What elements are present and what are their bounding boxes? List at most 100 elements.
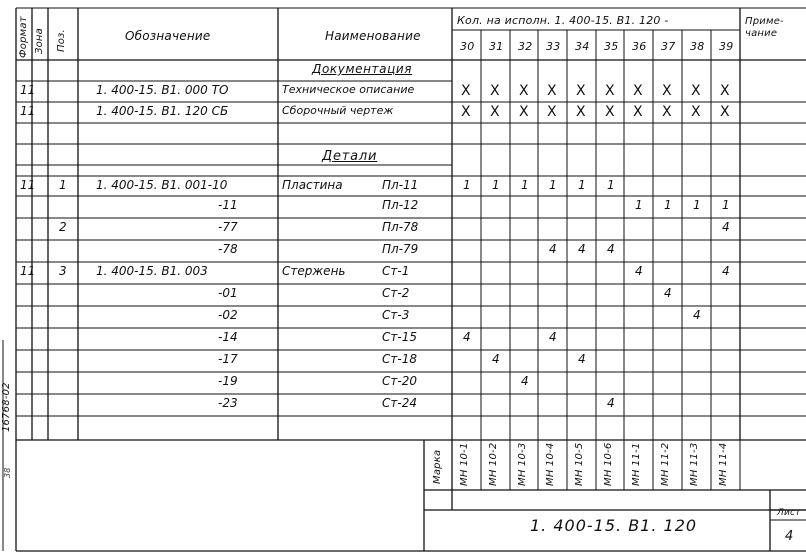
row-quantity: 4 xyxy=(607,242,615,256)
row-quantity: 4 xyxy=(693,308,701,322)
row-quantity: X xyxy=(547,83,557,99)
row-quantity: X xyxy=(691,104,701,120)
row-mark: Пл-11 xyxy=(382,178,419,192)
marka-value: МН 10-3 xyxy=(517,442,528,486)
row-quantity: X xyxy=(633,83,643,99)
row-designation: -01 xyxy=(218,286,238,300)
row-format: 11 xyxy=(20,104,36,118)
row-quantity: 4 xyxy=(607,396,615,410)
row-mark: Ст-1 xyxy=(382,264,410,278)
header-name: Наименование xyxy=(325,29,421,43)
row-quantity: X xyxy=(490,104,500,120)
variant-header: 31 xyxy=(489,40,504,53)
row-designation: -11 xyxy=(218,198,238,212)
row-position: 3 xyxy=(59,264,67,278)
variant-header: 36 xyxy=(632,40,647,53)
row-designation: 1. 400-15. В1. 120 СБ xyxy=(96,104,229,118)
row-quantity: X xyxy=(691,83,701,99)
row-name: Стержень xyxy=(282,264,346,278)
row-quantity: 1 xyxy=(635,198,643,212)
header-qty-title: Кол. на исполн. 1. 400-15. В1. 120 - xyxy=(457,14,669,27)
row-format: 11 xyxy=(20,178,36,192)
row-quantity: X xyxy=(547,104,557,120)
row-quantity: X xyxy=(605,104,615,120)
row-quantity: 1 xyxy=(521,178,529,192)
row-quantity: X xyxy=(662,104,672,120)
row-designation: 1. 400-15. В1. 000 ТО xyxy=(96,83,229,97)
header-note: Приме- чание xyxy=(745,16,784,39)
row-quantity: 4 xyxy=(578,352,586,366)
archive-small: 38 xyxy=(3,467,12,478)
row-quantity: 4 xyxy=(635,264,643,278)
row-quantity: 4 xyxy=(492,352,500,366)
row-mark: Пл-78 xyxy=(382,220,419,234)
row-quantity: 4 xyxy=(722,220,730,234)
marka-label: Марка xyxy=(432,449,443,484)
marka-value: МН 11-2 xyxy=(660,442,671,486)
row-mark: Пл-12 xyxy=(382,198,419,212)
marka-value: МН 11-4 xyxy=(718,442,729,486)
row-quantity: X xyxy=(461,104,471,120)
row-designation: -19 xyxy=(218,374,238,388)
row-quantity: X xyxy=(720,83,730,99)
section-details: Детали xyxy=(322,149,378,164)
row-mark: Ст-18 xyxy=(382,352,417,366)
row-quantity: 4 xyxy=(664,286,672,300)
marka-value: МН 10-5 xyxy=(574,442,585,486)
row-name: Сборочный чертеж xyxy=(282,104,394,117)
marka-value: МН 10-4 xyxy=(545,442,556,486)
variant-header: 35 xyxy=(604,40,619,53)
section-documentation: Документация xyxy=(312,62,413,76)
variant-header: 32 xyxy=(518,40,533,53)
row-format: 11 xyxy=(20,264,36,278)
row-quantity: X xyxy=(576,83,586,99)
variant-header: 33 xyxy=(546,40,561,53)
archive-number: 16768-02 xyxy=(1,382,12,432)
row-designation: -77 xyxy=(218,220,238,234)
row-name: Техническое описание xyxy=(282,83,415,96)
row-quantity: 4 xyxy=(521,374,529,388)
row-quantity: X xyxy=(490,83,500,99)
row-quantity: X xyxy=(605,83,615,99)
row-format: 11 xyxy=(20,83,36,97)
header-zone: Зона xyxy=(34,28,45,54)
header-format: Формат xyxy=(18,16,29,58)
marka-value: МН 11-3 xyxy=(689,442,700,486)
row-mark: Пл-79 xyxy=(382,242,419,256)
row-name: Пластина xyxy=(282,178,343,192)
row-designation: -23 xyxy=(218,396,238,410)
row-mark: Ст-2 xyxy=(382,286,410,300)
row-quantity: X xyxy=(633,104,643,120)
row-designation: -17 xyxy=(218,352,238,366)
row-quantity: X xyxy=(662,83,672,99)
row-quantity: 1 xyxy=(549,178,557,192)
row-quantity: X xyxy=(519,104,529,120)
row-designation: 1. 400-15. В1. 001-10 xyxy=(96,178,228,192)
row-quantity: 1 xyxy=(492,178,500,192)
row-quantity: X xyxy=(519,83,529,99)
header-pos: Поз. xyxy=(56,29,67,52)
row-quantity: 4 xyxy=(549,330,557,344)
row-quantity: X xyxy=(461,83,471,99)
row-quantity: 4 xyxy=(463,330,471,344)
row-quantity: 1 xyxy=(578,178,586,192)
row-quantity: X xyxy=(576,104,586,120)
row-quantity: X xyxy=(720,104,730,120)
row-quantity: 1 xyxy=(693,198,701,212)
document-code: 1. 400-15. В1. 120 xyxy=(530,516,698,535)
row-mark: Ст-20 xyxy=(382,374,417,388)
row-quantity: 1 xyxy=(664,198,672,212)
row-designation: 1. 400-15. В1. 003 xyxy=(96,264,208,278)
row-mark: Ст-24 xyxy=(382,396,417,410)
variant-header: 37 xyxy=(661,40,676,53)
row-quantity: 4 xyxy=(722,264,730,278)
variant-header: 39 xyxy=(719,40,734,53)
row-designation: -78 xyxy=(218,242,238,256)
sheet-label: Лист xyxy=(777,508,801,518)
row-mark: Ст-3 xyxy=(382,308,410,322)
row-position: 2 xyxy=(59,220,67,234)
marka-value: МН 10-2 xyxy=(488,442,499,486)
row-quantity: 1 xyxy=(607,178,615,192)
